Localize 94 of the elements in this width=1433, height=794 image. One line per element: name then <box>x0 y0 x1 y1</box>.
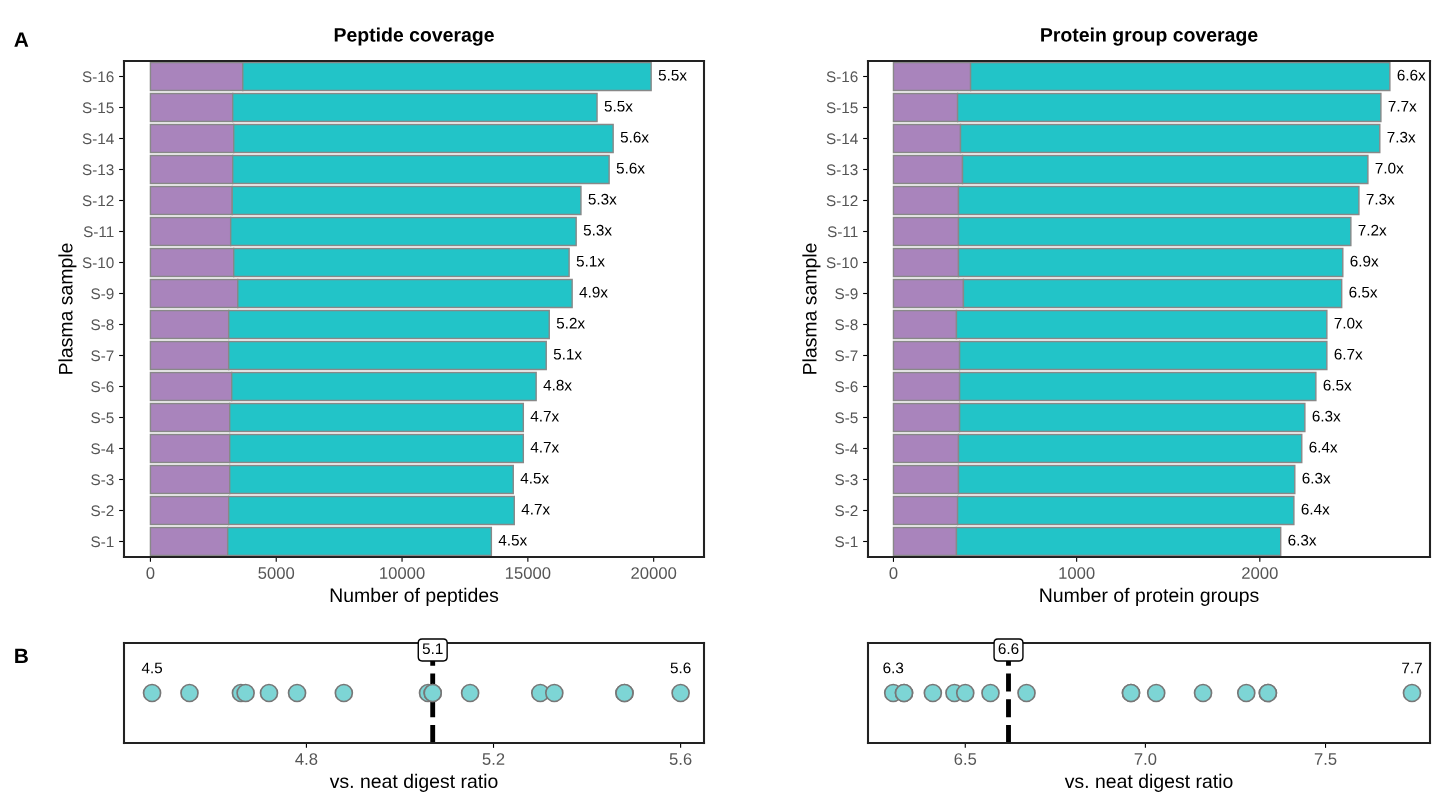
y-tick-label: S-8 <box>835 319 858 331</box>
x-axis-title: Number of protein groups <box>1040 587 1259 606</box>
y-tick-label: S-6 <box>91 381 114 393</box>
x-axis-title: Number of peptides <box>330 587 499 606</box>
annotation: 6.4x <box>1309 441 1338 453</box>
annotation: 4.5x <box>498 534 528 546</box>
y-tick-label: S-2 <box>91 505 114 517</box>
x-tick-label: 2000 <box>1242 567 1278 579</box>
y-tick-label: S-13 <box>82 164 114 176</box>
x-tick-label: 5000 <box>258 567 295 579</box>
y-tick-label: S-1 <box>835 536 858 548</box>
x-tick-label: 20000 <box>631 567 677 579</box>
x-tick-label: 5.2 <box>482 753 505 765</box>
ref-line-label: 6.6 <box>998 643 1019 655</box>
annotation: 4.7x <box>521 503 550 515</box>
y-tick-label: S-10 <box>826 257 858 269</box>
annotation: 7.7 <box>1402 662 1422 674</box>
x-tick-label: 7.0 <box>1134 753 1157 765</box>
y-tick-label: S-11 <box>827 226 858 238</box>
annotation: 4.8x <box>543 379 572 391</box>
y-tick-label: S-3 <box>91 474 114 486</box>
y-tick-label: S-4 <box>835 443 858 455</box>
y-tick-label: S-16 <box>826 71 858 83</box>
annotation: 7.0x <box>1375 162 1404 174</box>
x-tick-label: 10000 <box>380 567 425 579</box>
annotation: 5.5x <box>658 69 687 81</box>
annotation: 5.5x <box>604 100 633 112</box>
chart-title: Peptide coverage <box>334 27 494 46</box>
x-tick-label: 6.5 <box>954 753 977 765</box>
y-tick-label: S-14 <box>82 133 114 145</box>
y-tick-label: S-15 <box>82 102 114 114</box>
x-tick-label: 0 <box>146 567 155 579</box>
y-tick-label: S-2 <box>835 505 858 517</box>
annotation: 6.3x <box>1312 410 1341 422</box>
y-tick-label: S-7 <box>91 350 114 362</box>
y-tick-label: S-3 <box>835 474 858 486</box>
y-tick-label: S-9 <box>835 288 858 300</box>
annotation: 6.5x <box>1323 379 1352 391</box>
text: A <box>14 32 29 47</box>
annotation: 5.6 <box>670 662 691 674</box>
y-tick-label: S-7 <box>835 350 858 362</box>
annotation: 5.3x <box>588 193 617 205</box>
annotation: 7.7x <box>1388 100 1417 112</box>
annotation: 5.6x <box>620 131 649 143</box>
annotation: 4.5 <box>141 662 163 674</box>
y-tick-label: S-6 <box>835 381 858 393</box>
y-tick-label: S-14 <box>826 133 858 145</box>
chart-title: Protein group coverage <box>1041 27 1258 46</box>
annotation: 6.9x <box>1350 255 1379 267</box>
annotation: 4.7x <box>530 441 559 453</box>
y-tick-label: S-13 <box>826 164 858 176</box>
y-axis-title: Plasma sample <box>802 243 821 374</box>
ref-line-label: 5.1 <box>422 643 443 655</box>
annotation: 5.2x <box>556 317 585 329</box>
annotation: 4.9x <box>579 286 608 298</box>
annotation: 6.5x <box>1349 286 1378 298</box>
x-tick-label: 7.5 <box>1314 753 1337 765</box>
annotation: 4.7x <box>530 410 559 422</box>
annotation: 5.1x <box>553 348 582 360</box>
annotation: 6.6x <box>1397 69 1426 81</box>
annotation: 7.0x <box>1334 317 1363 329</box>
annotation: 5.3x <box>583 224 612 236</box>
y-tick-label: S-5 <box>91 412 114 424</box>
annotation: 7.3x <box>1387 131 1416 143</box>
annotation: 6.3 <box>883 662 904 674</box>
y-axis-title: Plasma sample <box>58 243 77 374</box>
annotation: 6.4x <box>1301 503 1330 515</box>
annotation: 6.3x <box>1302 472 1331 484</box>
annotation: 7.3x <box>1366 193 1395 205</box>
y-tick-label: S-11 <box>83 226 114 238</box>
x-tick-label: 4.8 <box>295 753 318 765</box>
annotation: 4.5x <box>520 472 549 484</box>
annotation: 6.3x <box>1288 534 1317 546</box>
y-tick-label: S-8 <box>91 319 114 331</box>
y-tick-label: S-1 <box>91 536 114 548</box>
x-axis-title: vs. neat digest ratio <box>329 773 498 792</box>
y-tick-label: S-5 <box>835 412 858 424</box>
text: B <box>15 648 28 664</box>
y-tick-label: S-12 <box>82 195 114 207</box>
y-tick-label: S-10 <box>82 257 114 269</box>
annotation: 5.1x <box>576 255 605 267</box>
y-tick-label: S-12 <box>826 195 858 207</box>
x-tick-label: 15000 <box>505 567 551 579</box>
y-tick-label: S-15 <box>826 102 858 114</box>
y-tick-label: S-9 <box>91 288 114 300</box>
x-tick-label: 5.6 <box>669 753 692 765</box>
annotation: 5.6x <box>616 162 645 174</box>
x-axis-title: vs. neat digest ratio <box>1064 773 1233 792</box>
annotation: 7.2x <box>1358 224 1387 236</box>
annotation: 6.7x <box>1334 348 1363 360</box>
x-tick-label: 1000 <box>1059 567 1095 579</box>
y-tick-label: S-4 <box>91 443 114 455</box>
x-tick-label: 0 <box>889 567 898 579</box>
y-tick-label: S-16 <box>82 71 114 83</box>
